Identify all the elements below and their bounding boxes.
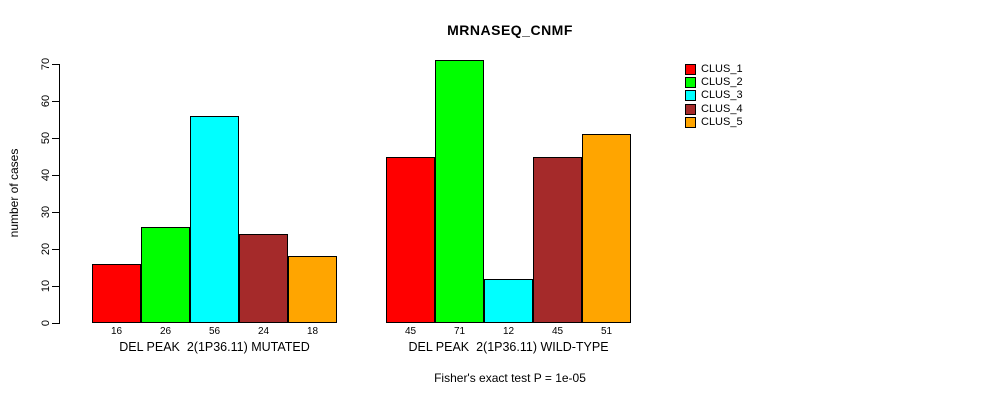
bar-value-label: 24 <box>257 326 270 337</box>
legend-label: CLUS_2 <box>701 76 743 89</box>
bar-value-label: 16 <box>110 326 123 337</box>
legend-label: CLUS_3 <box>701 89 743 102</box>
y-tick-label: 60 <box>40 94 52 108</box>
y-tick <box>52 175 59 176</box>
legend-swatch-clus_4 <box>685 103 696 115</box>
legend-item: CLUS_2 <box>685 76 743 89</box>
bar-value-label: 45 <box>551 326 564 337</box>
y-tick <box>52 249 59 250</box>
bar-clus_2 <box>141 226 190 323</box>
y-tick-label: 20 <box>40 242 52 256</box>
legend-label: CLUS_5 <box>701 115 743 128</box>
bar-clus_4 <box>239 234 288 323</box>
y-tick <box>52 64 59 65</box>
bar-value-label: 18 <box>306 326 319 337</box>
bar-value-label: 71 <box>453 326 466 337</box>
y-tick-label: 10 <box>40 279 52 293</box>
y-tick-label: 70 <box>40 57 52 71</box>
y-tick <box>52 323 59 324</box>
y-tick <box>52 101 59 102</box>
legend-swatch-clus_5 <box>685 116 696 128</box>
legend-swatch-clus_3 <box>685 90 696 102</box>
legend-label: CLUS_1 <box>701 63 743 76</box>
y-tick-label: 40 <box>40 168 52 182</box>
legend: CLUS_1 CLUS_2 CLUS_3 CLUS_4 CLUS_5 <box>685 63 743 129</box>
chart-title: MRNASEQ_CNMF <box>447 22 573 38</box>
bar-value-label: 45 <box>404 326 417 337</box>
y-tick-label: 0 <box>40 319 52 327</box>
x-group-label: DEL PEAK 2(1P36.11) WILD-TYPE <box>408 340 609 354</box>
bar-clus_1 <box>92 263 141 323</box>
legend-item: CLUS_5 <box>685 116 743 129</box>
y-tick <box>52 138 59 139</box>
y-axis-line <box>59 64 60 324</box>
bar-value-label: 51 <box>600 326 613 337</box>
y-tick <box>52 286 59 287</box>
x-group-label: DEL PEAK 2(1P36.11) MUTATED <box>119 340 310 354</box>
bar-value-label: 12 <box>502 326 515 337</box>
bar-clus_5 <box>288 256 337 323</box>
bar-value-label: 56 <box>208 326 221 337</box>
bar-clus_4 <box>533 156 582 323</box>
y-tick-label: 50 <box>40 131 52 145</box>
bar-clus_1 <box>386 156 435 323</box>
bar-value-label: 26 <box>159 326 172 337</box>
y-tick-label: 30 <box>40 205 52 219</box>
legend-swatch-clus_2 <box>685 77 696 89</box>
bar-clus_5 <box>582 134 631 323</box>
bar-clus_2 <box>435 60 484 323</box>
legend-swatch-clus_1 <box>685 64 696 76</box>
bar-clus_3 <box>484 278 533 323</box>
legend-item: CLUS_3 <box>685 89 743 102</box>
y-tick <box>52 212 59 213</box>
legend-item: CLUS_4 <box>685 103 743 116</box>
annotation-text: Fisher's exact test P = 1e-05 <box>434 371 586 385</box>
y-axis-title: number of cases <box>7 148 21 238</box>
legend-label: CLUS_4 <box>701 102 743 115</box>
bar-clus_3 <box>190 115 239 323</box>
legend-item: CLUS_1 <box>685 63 743 76</box>
